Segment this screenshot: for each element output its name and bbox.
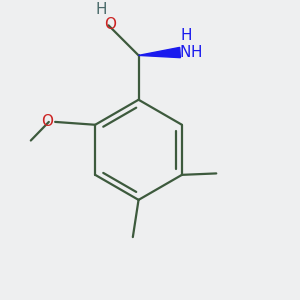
Text: O: O: [104, 17, 116, 32]
Text: O: O: [41, 114, 53, 129]
Polygon shape: [139, 47, 180, 58]
Text: H: H: [96, 2, 107, 17]
Text: H: H: [181, 28, 192, 44]
Text: H: H: [190, 45, 202, 60]
Text: N: N: [179, 45, 191, 60]
